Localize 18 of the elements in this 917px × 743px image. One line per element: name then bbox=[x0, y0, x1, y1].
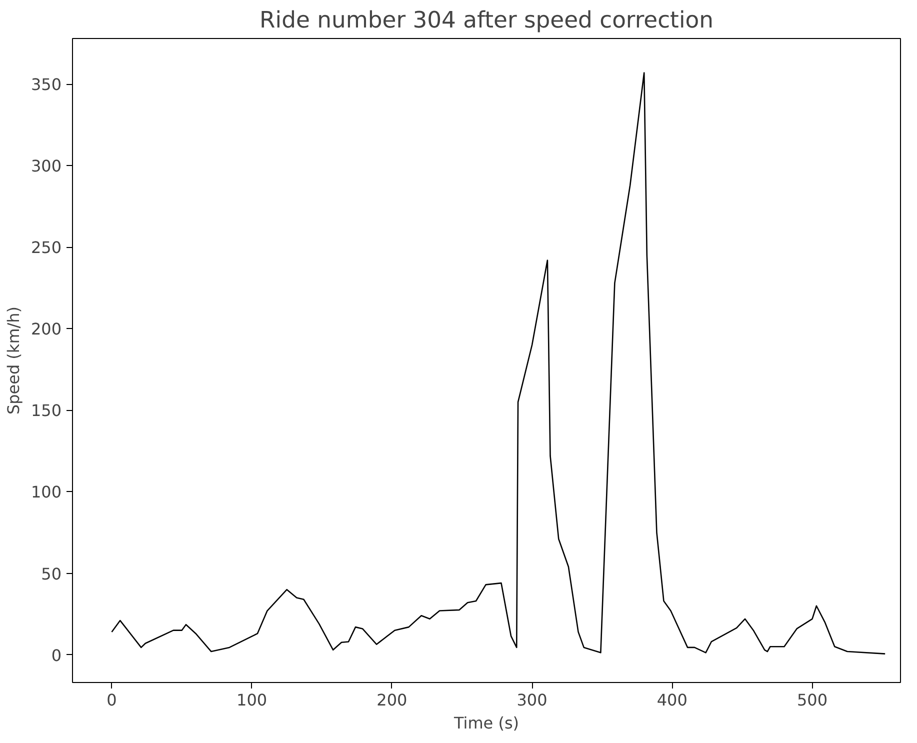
y-tick-label: 350 bbox=[30, 75, 62, 94]
y-tick-label: 100 bbox=[30, 482, 62, 502]
line-series bbox=[111, 72, 886, 654]
x-tick-label: 300 bbox=[516, 690, 548, 710]
y-axis-title: Speed (km/h) bbox=[4, 306, 23, 415]
x-axis-title: Time (s) bbox=[452, 714, 520, 732]
x-tick-label: 400 bbox=[656, 690, 688, 710]
y-tick-label: 300 bbox=[30, 156, 62, 176]
x-tick-label: 100 bbox=[236, 690, 268, 710]
y-tick-label: 0 bbox=[51, 646, 62, 665]
x-tick-label: 0 bbox=[106, 690, 117, 710]
x-tick-label: 500 bbox=[796, 690, 828, 710]
y-tick-label: 250 bbox=[30, 238, 62, 258]
y-tick-label: 200 bbox=[30, 320, 62, 339]
y-tick-label: 50 bbox=[41, 564, 62, 584]
chart-title: Ride number 304 after speed correction bbox=[260, 8, 714, 34]
x-tick-label: 200 bbox=[376, 690, 408, 710]
y-tick-label: 150 bbox=[30, 401, 62, 420]
